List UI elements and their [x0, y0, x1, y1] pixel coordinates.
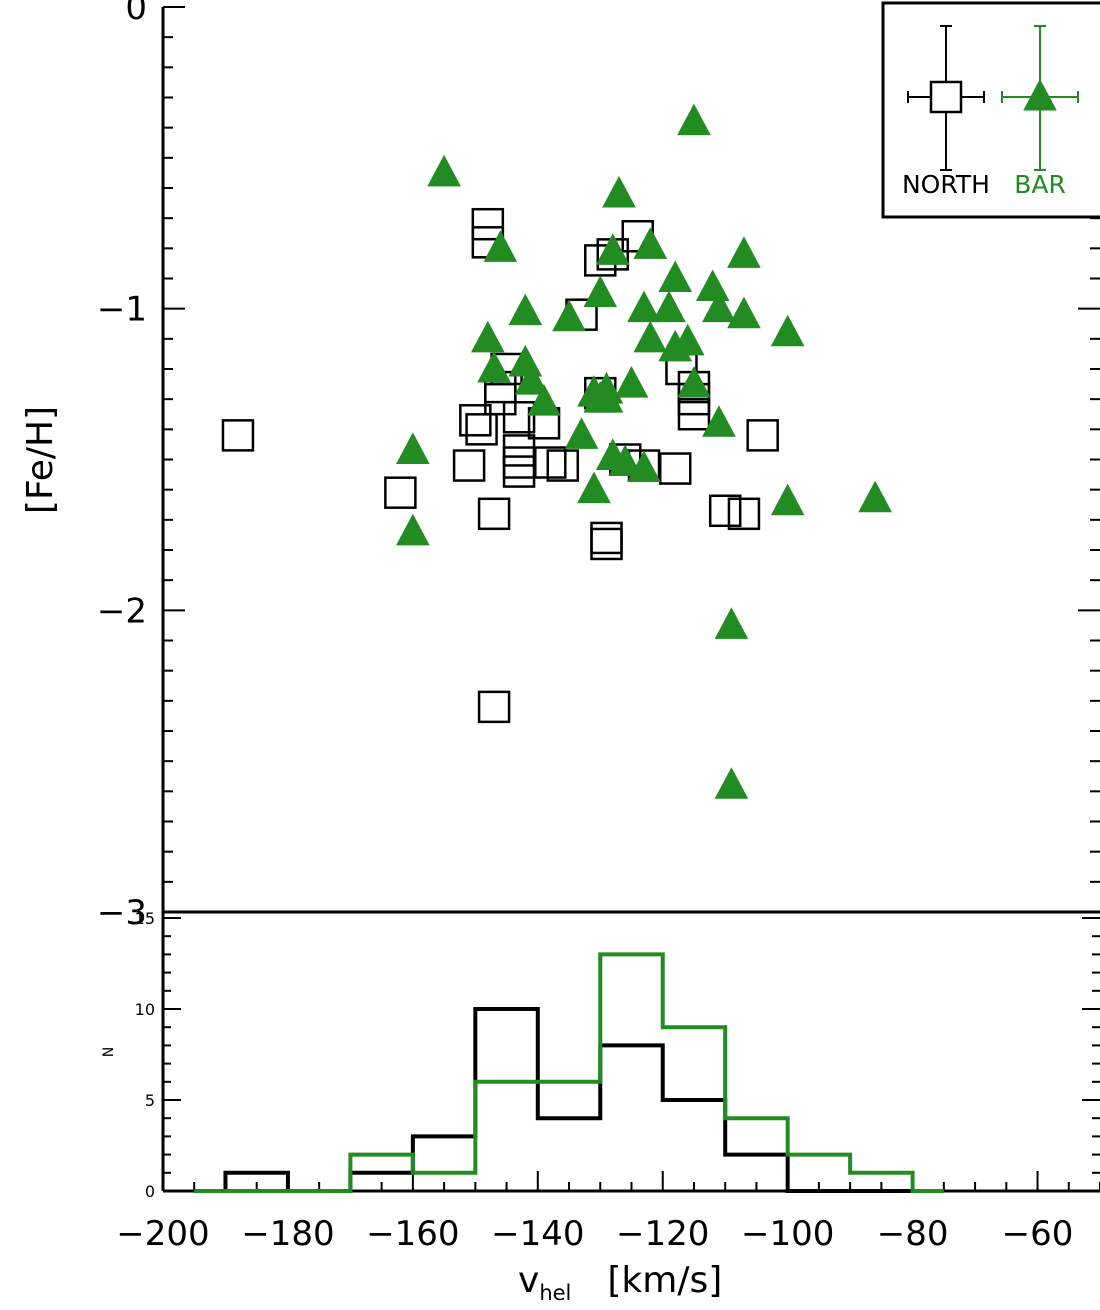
x-tick-label: −200 [116, 1214, 209, 1254]
bar-point [602, 175, 636, 208]
bar-point [508, 344, 543, 377]
bar-point [608, 444, 643, 477]
x-tick-label: −80 [877, 1214, 949, 1254]
x-tick-label: −180 [241, 1214, 334, 1254]
north-point [465, 413, 498, 446]
north-point [590, 527, 623, 561]
x-axis-label: vhel [km/s] [518, 1260, 722, 1305]
histogram-plot [194, 952, 944, 1193]
bar-point [396, 432, 430, 464]
north-point [590, 521, 623, 555]
y-axis-label-feh: [Fe/H] [20, 406, 61, 514]
y-tick-label: −3 [97, 893, 147, 933]
legend-box [881, 1, 1100, 219]
bar-point [614, 366, 649, 398]
north-point [471, 207, 505, 241]
bar-point [595, 233, 630, 265]
north-point [459, 404, 492, 437]
bar-point [658, 260, 693, 292]
bar-point [477, 350, 511, 383]
scatter-plot [221, 103, 892, 799]
north-point [746, 419, 779, 452]
bar-point [702, 405, 736, 437]
histogram-north [194, 1007, 944, 1193]
bar-point [727, 296, 761, 329]
north-point [534, 446, 567, 479]
x-tick-label: −140 [491, 1214, 584, 1254]
north-point [452, 449, 486, 482]
bar-point [583, 275, 618, 308]
x-tick-label: −160 [366, 1214, 459, 1254]
north-point [384, 476, 417, 509]
bar-point [677, 366, 711, 398]
series-north [221, 207, 779, 724]
x-axis-label-unit: [km/s] [607, 1260, 722, 1301]
north-point [502, 455, 536, 488]
bar-point [633, 227, 668, 259]
bar-point [670, 323, 705, 356]
y-axis-label-n: N [101, 1047, 117, 1057]
bar-point [714, 767, 749, 799]
north-point [708, 494, 742, 528]
north-point [221, 419, 255, 452]
north-point [502, 446, 536, 479]
n-tick-label: 10 [135, 1000, 155, 1019]
bar-point [652, 290, 686, 323]
bar-point [470, 320, 505, 353]
bar-point [589, 381, 624, 413]
bar-point [508, 293, 543, 326]
bar-point [858, 480, 892, 513]
bar-point [564, 417, 599, 449]
bar-point [514, 363, 549, 395]
legend-triangle-marker [1023, 78, 1057, 111]
n-tick-label: 15 [135, 909, 155, 928]
north-point [727, 497, 761, 531]
x-tick-label: −100 [741, 1214, 834, 1254]
bar-point [727, 236, 761, 268]
north-point [658, 452, 692, 485]
legend-entry-bar: BAR [1001, 25, 1079, 199]
x-tick-label: −60 [1002, 1214, 1074, 1254]
bar-point [677, 103, 711, 136]
y-tick-label: −1 [97, 290, 147, 330]
bar-point [627, 290, 661, 323]
bar-point [770, 483, 805, 516]
n-tick-label: 0 [145, 1182, 155, 1201]
bar-point [714, 607, 749, 639]
x-axis-label-subscript: hel [539, 1281, 571, 1305]
bar-point [527, 384, 561, 416]
legend: NORTH BAR [881, 1, 1100, 219]
bar-point [552, 299, 586, 332]
legend-label: BAR [1014, 170, 1066, 199]
x-axis-label-v: v [518, 1260, 539, 1301]
bar-point [633, 320, 668, 353]
n-tick-label: 5 [145, 1091, 155, 1110]
north-point [477, 690, 511, 724]
north-point [477, 497, 511, 531]
series-bar [396, 103, 892, 799]
bar-point [577, 471, 611, 504]
north-point [502, 434, 536, 467]
y-tick-label: 0 [125, 0, 147, 28]
y-tick-label: −2 [97, 591, 147, 631]
north-point [546, 449, 580, 482]
bar-point [702, 290, 736, 323]
north-point [502, 401, 536, 434]
north-point [677, 398, 711, 431]
bar-point [396, 513, 430, 546]
legend-square-marker [929, 80, 963, 114]
axis-labels: [Fe/H] N vhel [km/s] [20, 406, 722, 1305]
histogram-bar [194, 952, 944, 1193]
bar-point [627, 450, 661, 483]
legend-label: NORTH [902, 170, 990, 199]
bar-point [483, 230, 518, 262]
bar-point [695, 269, 730, 302]
legend-entry-north: NORTH [902, 25, 990, 199]
bar-point [427, 154, 461, 187]
x-tick-label: −120 [616, 1214, 709, 1254]
axes-layer: 0 −1 −2 −3 0 5 10 15 −200 −180 −160 −140 −120 −100 −80… [97, 0, 1100, 1254]
bar-point [770, 314, 805, 347]
